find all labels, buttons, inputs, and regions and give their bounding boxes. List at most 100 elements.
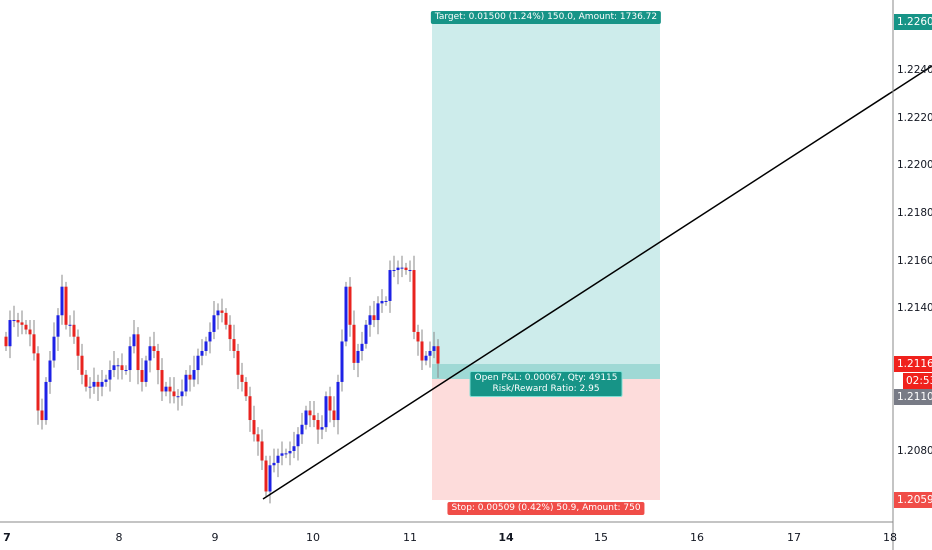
candle-body <box>328 396 332 411</box>
candle-body <box>340 341 344 382</box>
candle-body <box>28 329 32 335</box>
price-tick-label: 1.21800 <box>897 206 932 219</box>
candle-body <box>380 300 384 304</box>
price-tick-label: 1.20800 <box>897 444 932 457</box>
last-price-tag: 1.21167 <box>894 356 932 372</box>
candle-body <box>320 427 324 430</box>
candle-body <box>196 355 200 371</box>
candle-body <box>104 379 108 382</box>
pnl-label: Open P&L: 0.00067, Qty: 49115 Risk/Rewar… <box>469 371 623 397</box>
candle-body <box>220 310 224 313</box>
candle-body <box>436 346 440 364</box>
candle-body <box>424 355 428 361</box>
entry-price-tag: 1.21100 <box>894 389 932 405</box>
candle-body <box>72 324 76 337</box>
candle-body <box>208 331 212 342</box>
candle-body <box>24 324 28 330</box>
time-tick-label: 15 <box>594 531 608 544</box>
candles <box>4 255 440 504</box>
candle-body <box>132 334 136 347</box>
candle-body <box>164 386 168 392</box>
candle-body <box>56 315 60 337</box>
candle-body <box>160 370 164 392</box>
candle-body <box>36 353 40 411</box>
candle-body <box>240 374 244 382</box>
candle-body <box>152 346 156 351</box>
price-tick-label: 1.21600 <box>897 254 932 267</box>
candle-body <box>420 341 424 361</box>
time-tick-label: 16 <box>690 531 704 544</box>
candle-body <box>336 381 340 421</box>
candle-body <box>68 324 72 326</box>
candle-body <box>264 460 268 492</box>
candle-body <box>256 434 260 442</box>
candle-body <box>140 370 144 382</box>
candle-body <box>116 365 120 367</box>
candle-body <box>360 343 364 351</box>
candle-body <box>4 336 8 347</box>
candle-body <box>296 434 300 447</box>
candle-body <box>412 270 416 332</box>
risk-reward-text: Risk/Reward Ratio: 2.95 <box>492 384 600 394</box>
price-tick-label: 1.22000 <box>897 159 932 172</box>
time-tick-label: 11 <box>403 531 417 544</box>
candle-body <box>364 324 368 344</box>
candle-body <box>244 381 248 397</box>
candle-body <box>128 346 132 371</box>
candle-body <box>80 355 84 375</box>
candle-body <box>84 374 88 387</box>
trend-line[interactable] <box>262 65 932 500</box>
stop-zone[interactable] <box>432 379 660 500</box>
candle-body <box>324 396 328 428</box>
candle-body <box>88 386 92 388</box>
candle-body <box>96 381 100 387</box>
candle-body <box>400 267 404 269</box>
candle-body <box>156 350 160 371</box>
candle-body <box>376 303 380 321</box>
candle-body <box>40 410 44 421</box>
candle-body <box>136 334 140 371</box>
candle-body <box>8 320 12 347</box>
candle-body <box>372 315 376 321</box>
candle-body <box>112 365 116 371</box>
candle-body <box>148 346 152 361</box>
candle-body <box>348 286 352 325</box>
candle-body <box>204 341 208 351</box>
candle-body <box>20 322 24 325</box>
candle-body <box>228 324 232 340</box>
candle-body <box>44 381 48 421</box>
candle-body <box>12 320 16 322</box>
candle-body <box>368 315 372 325</box>
candle-body <box>332 410 336 421</box>
candle-body <box>432 346 436 351</box>
candle-body <box>356 350 360 363</box>
candle-body <box>280 453 284 456</box>
candle-body <box>300 424 304 435</box>
price-tick-label: 1.22400 <box>897 64 932 77</box>
candle-body <box>352 324 356 363</box>
candle-body <box>76 336 80 356</box>
price-tick-label: 1.21400 <box>897 302 932 315</box>
candle-body <box>268 465 272 492</box>
candle-body <box>312 415 316 421</box>
stop-label: Stop: 0.00509 (0.42%) 50.9, Amount: 750 <box>447 502 645 515</box>
candle-body <box>396 267 400 271</box>
candle-body <box>236 350 240 375</box>
candle-body <box>248 396 252 421</box>
target-zone[interactable] <box>432 22 660 364</box>
candle-body <box>192 370 196 380</box>
candle-body <box>304 410 308 425</box>
time-tick-label: 14 <box>498 531 514 544</box>
candle-body <box>120 365 124 371</box>
candle-body <box>184 374 188 392</box>
candle-body <box>272 462 276 466</box>
candle-body <box>404 267 408 271</box>
candle-body <box>92 381 96 387</box>
candle-body <box>52 336 56 361</box>
time-tick-label: 18 <box>883 531 897 544</box>
candle-body <box>124 370 128 372</box>
candle-body <box>100 381 104 387</box>
candle-body <box>284 453 288 455</box>
candle-body <box>16 320 20 323</box>
